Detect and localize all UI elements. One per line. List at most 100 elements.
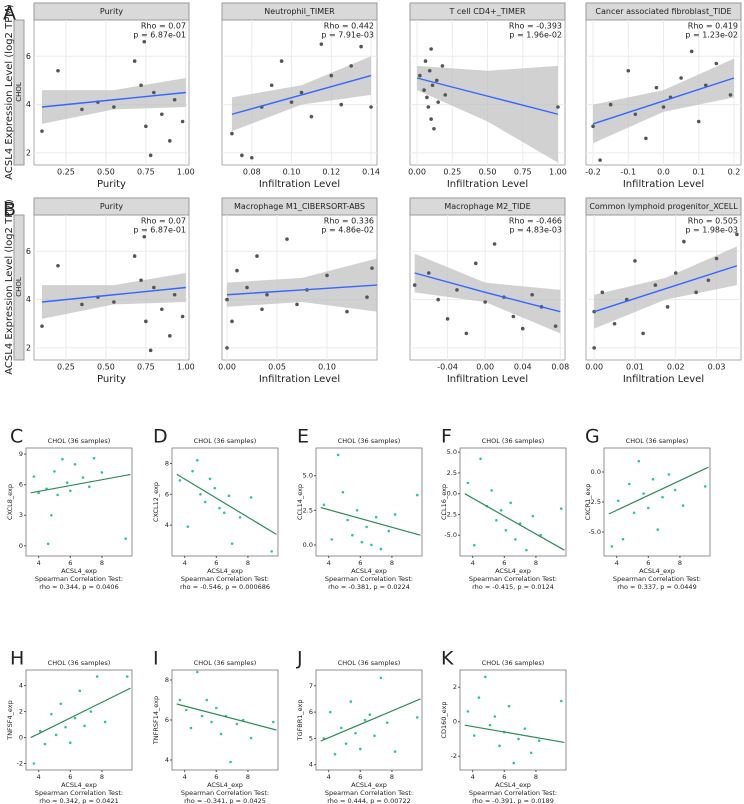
x-tick-label: 4 bbox=[183, 559, 187, 567]
data-point bbox=[50, 513, 53, 517]
data-point bbox=[178, 698, 182, 702]
data-point bbox=[112, 300, 116, 304]
data-point bbox=[144, 319, 148, 324]
correlation-label: p = 1.23e-02 bbox=[685, 31, 738, 40]
y-axis-label: TNFRSF14_exp bbox=[152, 696, 160, 745]
data-point bbox=[591, 124, 595, 129]
confidence-band bbox=[41, 78, 186, 124]
correlation-label: p = 7.91e-03 bbox=[321, 31, 374, 40]
data-point bbox=[89, 710, 93, 713]
plot-area bbox=[459, 669, 567, 771]
data-point bbox=[142, 39, 147, 44]
data-point bbox=[706, 278, 711, 283]
data-point bbox=[139, 83, 143, 88]
x-tick-label: 4 bbox=[327, 773, 331, 781]
panel-title: CHOL (36 samples) bbox=[338, 437, 401, 445]
data-point bbox=[269, 83, 274, 88]
x-tick-label: 6 bbox=[214, 773, 218, 781]
correlation-label: p = 1.96e-02 bbox=[509, 31, 562, 40]
panel-title: CHOL (36 samples) bbox=[482, 437, 545, 445]
data-point bbox=[359, 44, 363, 49]
plot-area bbox=[315, 447, 423, 557]
data-point bbox=[205, 698, 209, 702]
x-axis-label: ACSL4_exp bbox=[495, 567, 531, 575]
data-point bbox=[654, 85, 659, 90]
y-tick-label: 2 bbox=[26, 343, 31, 352]
data-point bbox=[651, 477, 655, 481]
correlation-label: p = 4.83e-03 bbox=[509, 226, 562, 235]
data-point bbox=[495, 518, 498, 522]
fit-line bbox=[608, 466, 709, 515]
data-point bbox=[434, 78, 439, 83]
y-axis-label: TNFSF4_exp bbox=[6, 700, 14, 741]
data-point bbox=[511, 314, 516, 319]
data-point bbox=[50, 712, 53, 716]
row-strip-label: CHOL bbox=[15, 82, 23, 102]
data-point bbox=[222, 511, 226, 515]
data-point bbox=[249, 496, 253, 499]
panel-strip bbox=[33, 197, 190, 216]
data-point bbox=[40, 324, 44, 328]
x-tick-label: 0.25 bbox=[57, 363, 75, 372]
data-point bbox=[520, 326, 525, 331]
correlation-label: p = 6.87e-01 bbox=[133, 31, 186, 40]
data-point bbox=[498, 744, 501, 748]
data-point bbox=[214, 706, 218, 710]
x-axis-label: ACSL4_exp bbox=[207, 567, 243, 575]
data-point bbox=[78, 689, 82, 693]
y-tick-label: 6 bbox=[26, 52, 31, 61]
data-point bbox=[514, 538, 517, 541]
data-point bbox=[255, 254, 259, 258]
data-point bbox=[46, 542, 50, 546]
data-point bbox=[73, 716, 77, 720]
data-point bbox=[628, 482, 631, 486]
data-point bbox=[464, 331, 469, 336]
data-point bbox=[418, 73, 422, 78]
panel-title: Purity bbox=[100, 7, 123, 16]
y-tick-label: 4 bbox=[165, 521, 169, 529]
data-point bbox=[80, 107, 84, 112]
x-axis-label: Infiltration Level bbox=[623, 374, 704, 385]
data-point bbox=[68, 741, 72, 745]
data-point bbox=[735, 232, 739, 237]
panel-letter: E bbox=[297, 426, 309, 448]
data-point bbox=[125, 675, 129, 678]
x-tick-label: 0.08 bbox=[243, 168, 261, 177]
y-tick-label: 3 bbox=[19, 511, 23, 519]
data-point bbox=[387, 529, 391, 533]
panel-letter: J bbox=[296, 648, 303, 670]
x-tick-label: 0.2 bbox=[728, 168, 741, 177]
data-point bbox=[440, 64, 445, 68]
data-point bbox=[295, 302, 299, 307]
data-point bbox=[425, 95, 429, 100]
test-label: Spearman Correlation Test: bbox=[613, 575, 701, 583]
data-point bbox=[186, 525, 190, 528]
fit-line bbox=[41, 91, 186, 108]
x-tick-label: 0.12 bbox=[322, 168, 340, 177]
data-point bbox=[665, 305, 670, 309]
y-tick-label: 6 bbox=[165, 490, 169, 498]
data-point bbox=[73, 463, 77, 466]
data-point bbox=[180, 314, 185, 319]
y-tick-label: 5.0 bbox=[447, 448, 457, 456]
data-point bbox=[225, 297, 229, 302]
data-point bbox=[245, 285, 249, 290]
x-tick-label: 4 bbox=[183, 773, 187, 781]
x-tick-label: -0.1 bbox=[620, 168, 636, 177]
data-point bbox=[152, 285, 156, 290]
data-point bbox=[229, 760, 232, 764]
fit-line bbox=[30, 687, 131, 739]
y-tick-label: -5.0 bbox=[444, 531, 457, 539]
data-point bbox=[250, 155, 254, 160]
fit-line bbox=[41, 286, 186, 303]
data-point bbox=[196, 459, 199, 462]
data-point bbox=[429, 117, 433, 121]
panel-title: Purity bbox=[100, 202, 123, 211]
data-point bbox=[240, 153, 244, 158]
data-point bbox=[653, 283, 658, 287]
data-point bbox=[455, 288, 459, 292]
data-point bbox=[65, 481, 69, 484]
y-tick-label: 2 bbox=[453, 683, 457, 691]
y-tick-label: -2.5 bbox=[588, 498, 601, 506]
x-axis-label: Infiltration Level bbox=[259, 179, 340, 190]
